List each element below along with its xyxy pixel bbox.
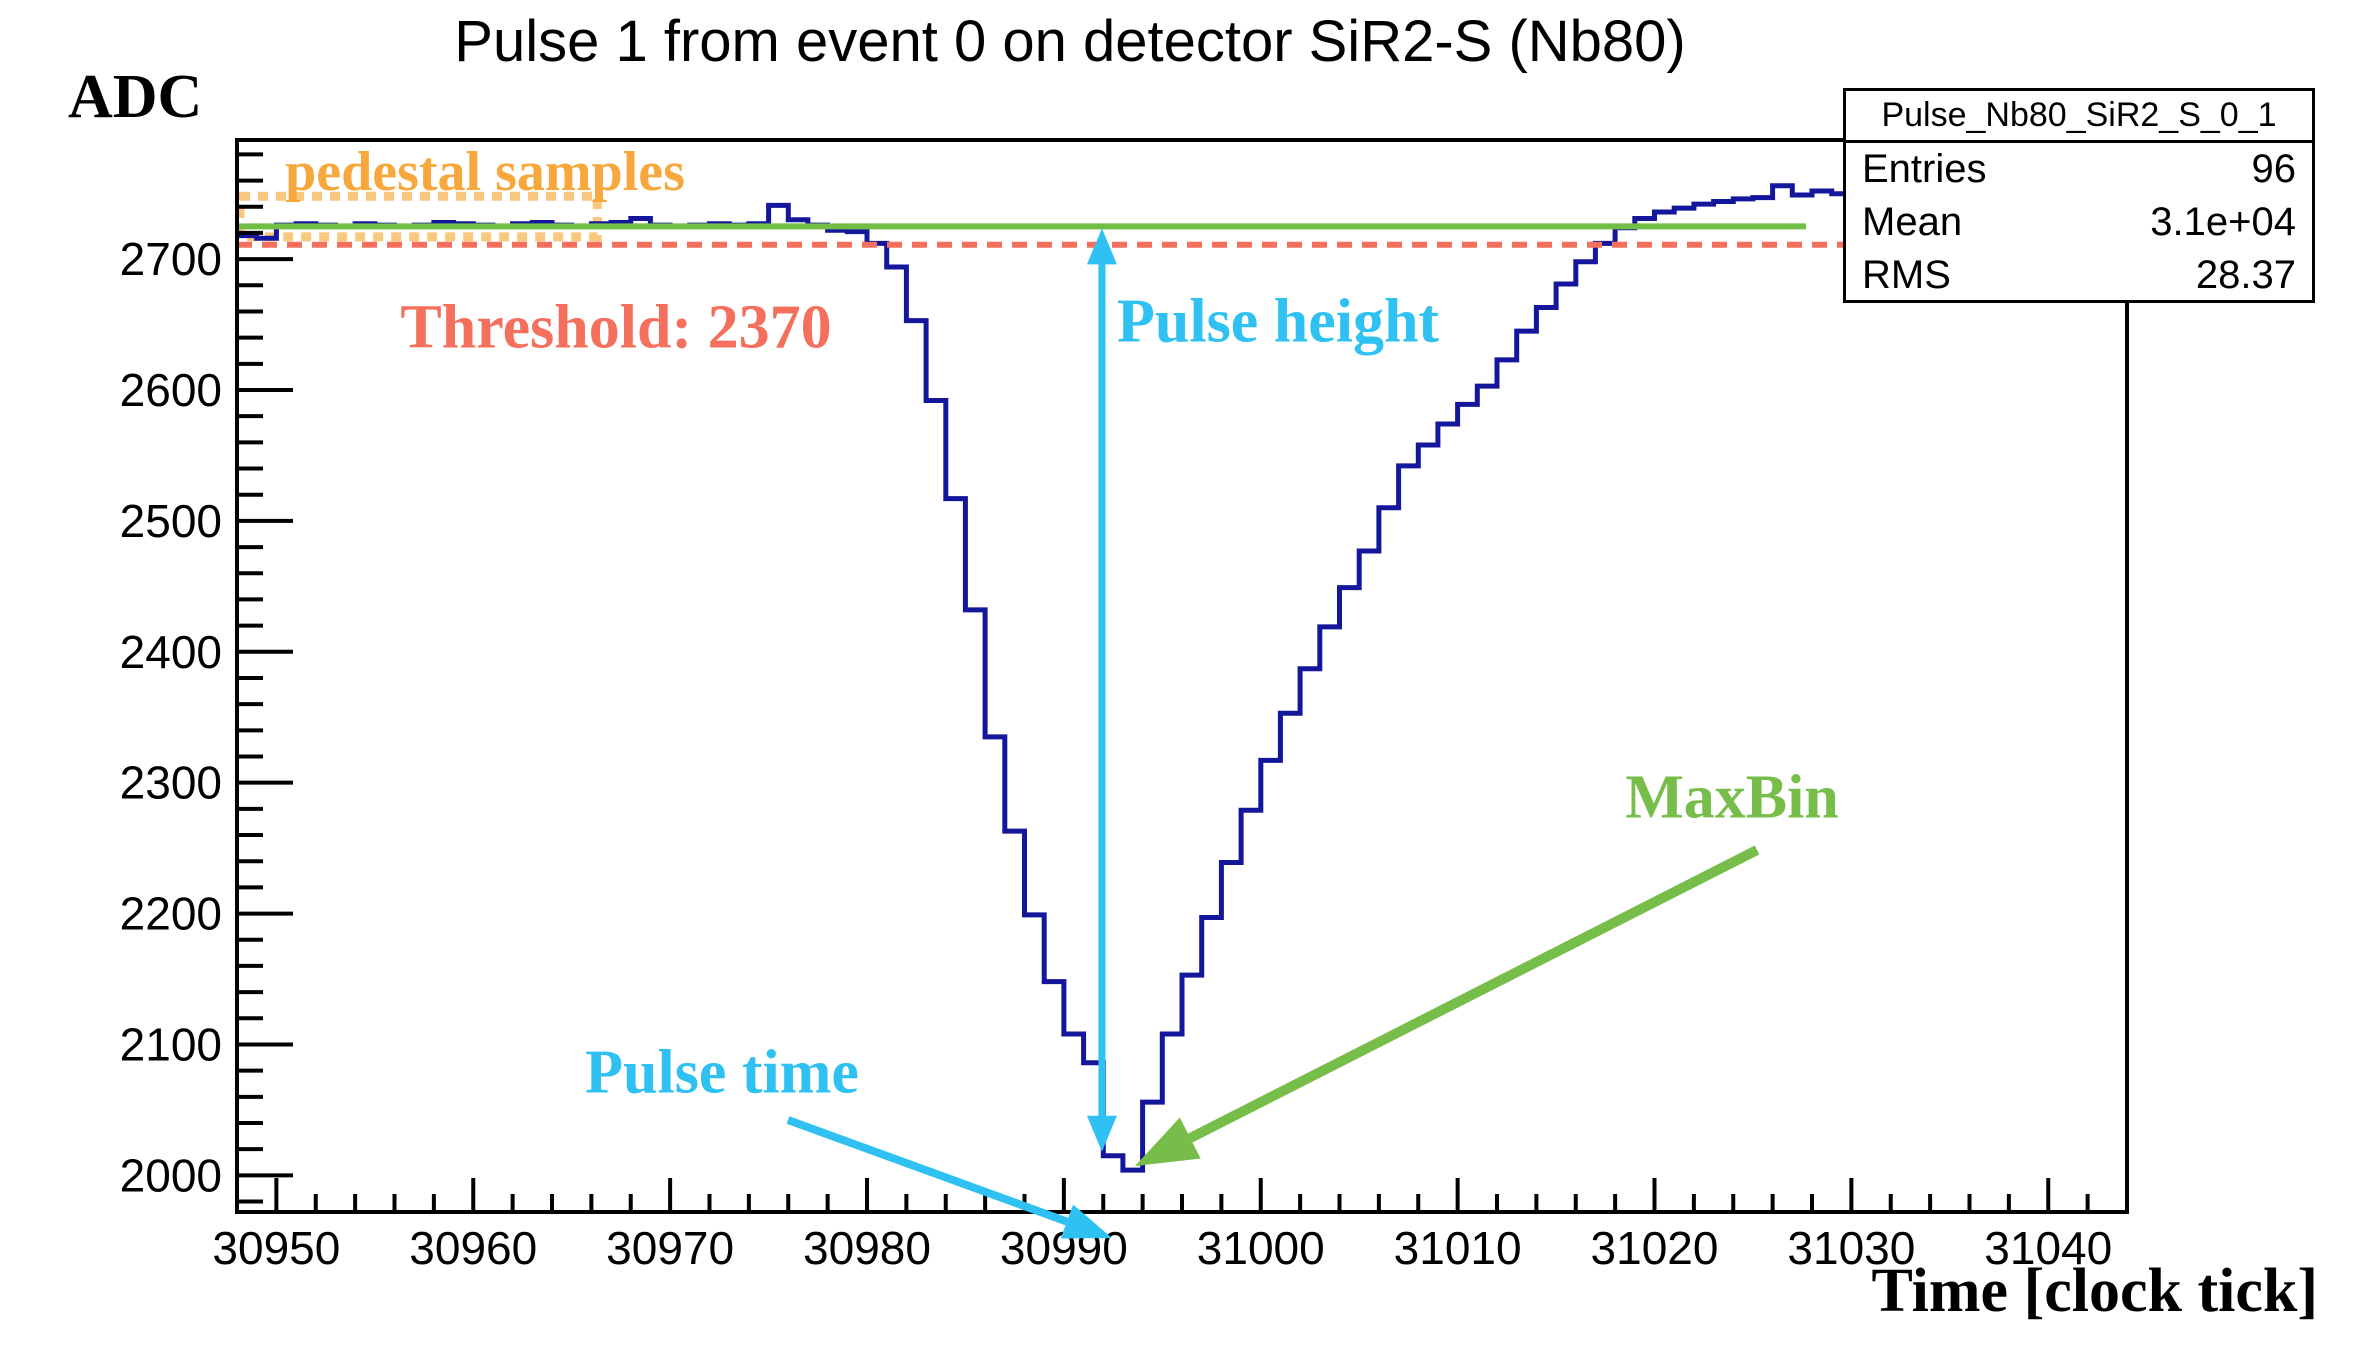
x-tick-label: 30990 — [1000, 1222, 1128, 1274]
y-tick-label: 2600 — [120, 364, 222, 416]
pulse-time-arrowhead — [1060, 1204, 1112, 1239]
x-tick-label: 31010 — [1394, 1222, 1522, 1274]
pedestal-samples-label: pedestal samples — [285, 141, 685, 203]
pedestal-samples-box — [235, 191, 602, 242]
pulse-time-arrow-shaft — [786, 1116, 1069, 1226]
maxbin-arrowhead — [1134, 1117, 1201, 1167]
page-title: Pulse 1 from event 0 on detector SiR2-S … — [454, 9, 1686, 74]
stats-box-title: Pulse_Nb80_SiR2_S_0_1 — [1846, 91, 2312, 143]
stats-value-mean: 3.1e+04 — [2150, 200, 2296, 244]
pulse-height-arrowhead-down — [1086, 1115, 1117, 1152]
x-axis-title: Time [clock tick] — [1871, 1257, 2318, 1325]
y-tick-label: 2700 — [120, 233, 222, 285]
stats-value-rms: 28.37 — [2195, 253, 2296, 297]
x-tick-label: 30980 — [803, 1222, 931, 1274]
x-tick-label: 30970 — [606, 1222, 734, 1274]
x-tick-label: 31020 — [1591, 1222, 1719, 1274]
stats-label-entries: Entries — [1862, 147, 1987, 191]
y-tick-label: 2300 — [120, 757, 222, 809]
stats-row-rms: RMS 28.37 — [1846, 249, 2312, 302]
stats-box: Pulse_Nb80_SiR2_S_0_1 Entries 96 Mean 3.… — [1843, 88, 2315, 303]
y-tick-label: 2200 — [120, 888, 222, 940]
y-tick-label: 2500 — [120, 495, 222, 547]
x-tick-label: 31040 — [1984, 1222, 2112, 1274]
pulse-time-label: Pulse time — [585, 1038, 859, 1107]
y-tick-label: 2000 — [120, 1149, 222, 1201]
stats-value-entries: 96 — [2251, 147, 2297, 191]
x-tick-label: 31030 — [1787, 1222, 1915, 1274]
x-tick-label: 30960 — [409, 1222, 537, 1274]
pulse-height-arrowhead-up — [1086, 228, 1117, 265]
y-axis-title: ADC — [68, 63, 203, 131]
stats-row-mean: Mean 3.1e+04 — [1846, 196, 2312, 249]
stats-label-mean: Mean — [1862, 200, 1963, 244]
x-tick-label: 30950 — [212, 1222, 340, 1274]
maxbin-arrow-shaft — [1187, 845, 1760, 1143]
threshold-label: Threshold: 2370 — [400, 293, 832, 362]
maxbin-label: MaxBin — [1625, 763, 1839, 832]
y-tick-label: 2100 — [120, 1018, 222, 1070]
pulse-height-label: Pulse height — [1117, 287, 1440, 356]
stats-label-rms: RMS — [1862, 253, 1951, 297]
y-tick-label: 2400 — [120, 626, 222, 678]
x-tick-label: 31000 — [1197, 1222, 1325, 1274]
stats-row-entries: Entries 96 — [1846, 143, 2312, 196]
